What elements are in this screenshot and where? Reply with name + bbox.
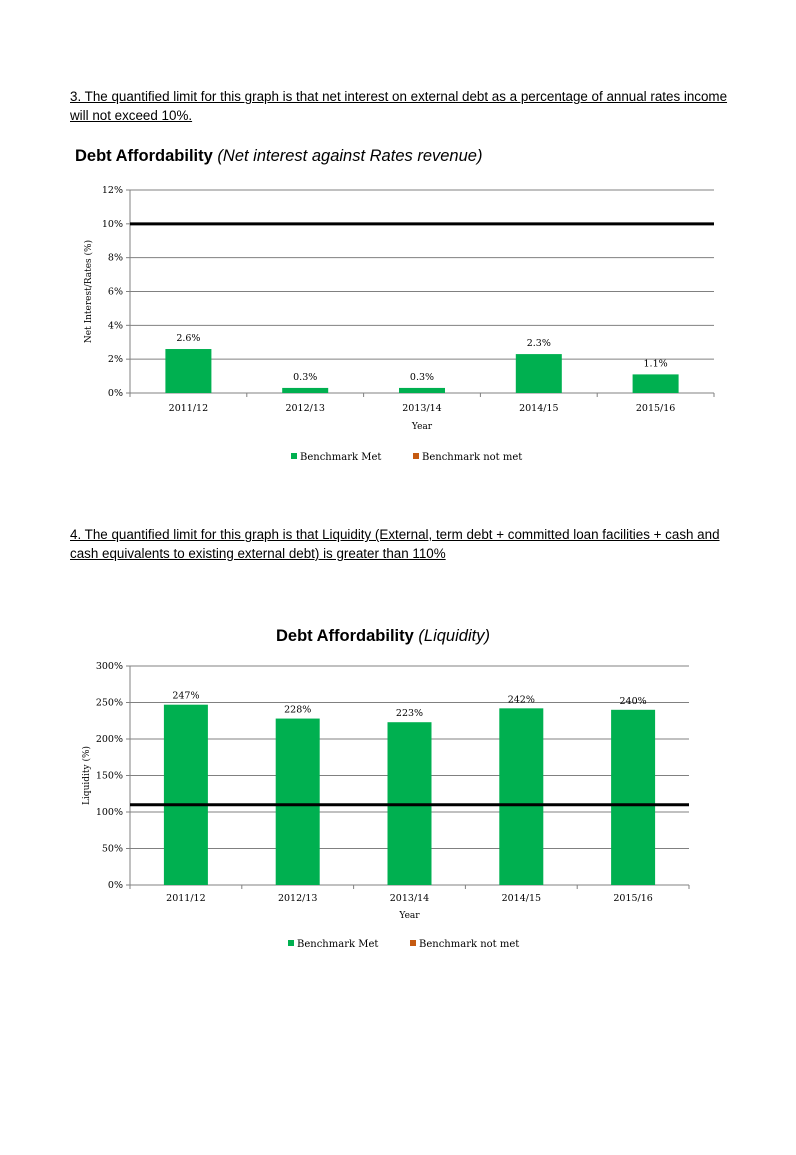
legend-swatch xyxy=(291,453,297,459)
chart-1-subtitle: (Net interest against Rates revenue) xyxy=(217,147,483,165)
y-tick-label: 0% xyxy=(108,388,123,399)
chart-2-title: Debt Affordability (Liquidity) xyxy=(276,627,490,646)
chart-1-title: Debt Affordability (Net interest against… xyxy=(75,147,482,166)
y-tick-label: 12% xyxy=(102,185,123,196)
y-tick-label: 50% xyxy=(102,844,123,855)
section-4-description: 4. The quantified limit for this graph i… xyxy=(70,527,720,561)
y-axis-title: Liquidity (%) xyxy=(81,746,92,805)
x-category-label: 2011/12 xyxy=(166,893,205,904)
x-category-label: 2014/15 xyxy=(519,403,558,414)
legend-label: Benchmark Met xyxy=(300,452,381,463)
bar-2011/12 xyxy=(165,349,212,393)
y-axis-title: Net Interest/Rates (%) xyxy=(83,240,94,343)
bar-2014/15 xyxy=(499,708,544,885)
data-label: 2.6% xyxy=(176,333,200,344)
bar-2012/13 xyxy=(275,718,320,885)
data-label: 2.3% xyxy=(527,338,551,349)
data-label: 242% xyxy=(508,694,535,705)
bar-2013/14 xyxy=(399,387,445,393)
x-category-label: 2012/13 xyxy=(278,893,317,904)
chart-2-subtitle: (Liquidity) xyxy=(418,627,490,645)
x-axis-title: Year xyxy=(411,422,433,432)
x-category-label: 2015/16 xyxy=(613,893,652,904)
y-tick-label: 150% xyxy=(96,771,123,782)
bar-2014/15 xyxy=(515,354,562,393)
x-category-label: 2014/15 xyxy=(502,893,541,904)
y-tick-label: 0% xyxy=(108,880,123,891)
legend-label: Benchmark Met xyxy=(297,939,378,950)
y-tick-label: 8% xyxy=(108,253,123,264)
data-label: 240% xyxy=(620,696,647,707)
data-label: 1.1% xyxy=(644,358,668,369)
debt-affordability-interest-chart: 0% 2% 4% 6% 8% 10% 12% 2.6% 2011/12 0.3% 2012/13 0.… xyxy=(83,185,715,463)
bar-2015/16 xyxy=(611,709,656,885)
x-axis-title: Year xyxy=(398,911,420,921)
y-tick-label: 10% xyxy=(102,219,123,230)
legend-swatch xyxy=(413,453,419,459)
x-category-label: 2012/13 xyxy=(285,403,324,414)
y-tick-label: 4% xyxy=(108,320,123,331)
y-tick-label: 2% xyxy=(108,354,123,365)
chart-2-title-main: Debt Affordability xyxy=(276,627,414,645)
y-tick-label: 300% xyxy=(96,661,123,672)
legend-swatch xyxy=(288,940,294,946)
bar-2011/12 xyxy=(163,704,208,885)
y-tick-label: 250% xyxy=(96,698,123,709)
bar-2015/16 xyxy=(632,374,679,393)
data-label: 228% xyxy=(284,705,311,716)
legend-label: Benchmark not met xyxy=(419,939,519,950)
data-label: 223% xyxy=(396,708,423,719)
data-label: 0.3% xyxy=(410,372,434,383)
section-3-description: 3. The quantified limit for this graph i… xyxy=(70,89,728,123)
data-label: 247% xyxy=(172,691,199,702)
legend-swatch xyxy=(410,940,416,946)
legend-label: Benchmark not met xyxy=(422,452,522,463)
x-category-label: 2013/14 xyxy=(390,893,429,904)
y-tick-label: 100% xyxy=(96,807,123,818)
data-label: 0.3% xyxy=(293,372,317,383)
x-category-label: 2011/12 xyxy=(169,403,208,414)
debt-affordability-liquidity-chart: 0% 50% 100% 150% 200% 250% 300% 247% 2011/12 228%… xyxy=(81,661,690,950)
x-category-label: 2013/14 xyxy=(402,403,441,414)
chart-1-title-main: Debt Affordability xyxy=(75,147,213,165)
x-category-label: 2015/16 xyxy=(636,403,675,414)
bar-2012/13 xyxy=(282,387,329,393)
y-tick-label: 200% xyxy=(96,734,123,745)
y-tick-label: 6% xyxy=(108,287,123,298)
